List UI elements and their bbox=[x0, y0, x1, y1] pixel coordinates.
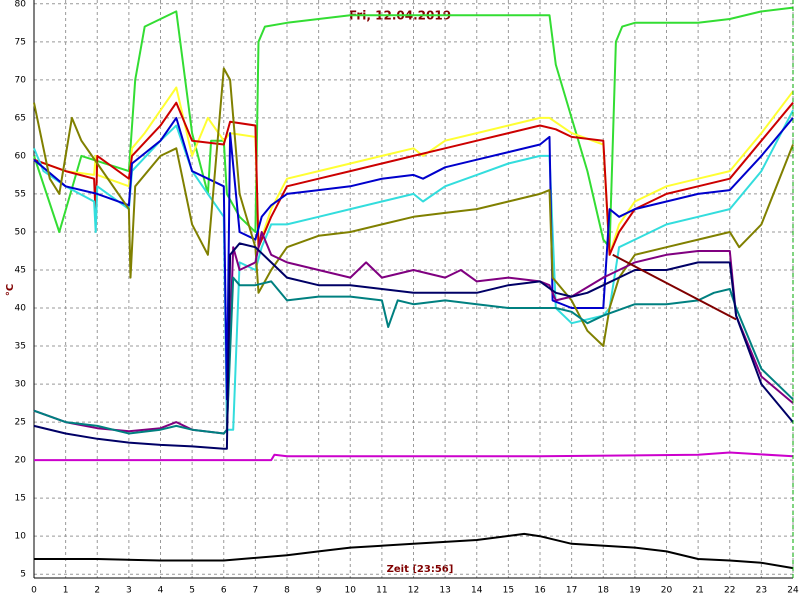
x-tick-label: 16 bbox=[534, 586, 546, 596]
y-tick-label: 55 bbox=[15, 189, 26, 199]
data-line bbox=[34, 451, 794, 462]
x-tick-label: 8 bbox=[284, 586, 290, 596]
data-line bbox=[612, 253, 737, 321]
y-tick-label: 15 bbox=[15, 494, 26, 504]
x-tick-label: 13 bbox=[439, 586, 450, 596]
y-tick-label: 75 bbox=[15, 37, 26, 47]
x-tick-label: 14 bbox=[471, 586, 483, 596]
y-tick-label: 80 bbox=[15, 0, 27, 9]
x-tick-label: 21 bbox=[692, 586, 703, 596]
x-tick-label: 20 bbox=[661, 586, 673, 596]
y-tick-label: 65 bbox=[15, 113, 26, 123]
x-tick-label: 18 bbox=[598, 586, 610, 596]
data-line bbox=[33, 116, 794, 401]
data-line bbox=[33, 67, 794, 347]
x-axis-title: Zeit [23:56] bbox=[387, 564, 454, 575]
y-tick-label: 60 bbox=[15, 151, 27, 161]
y-tick-label: 10 bbox=[15, 532, 27, 542]
x-tick-label: 11 bbox=[376, 586, 387, 596]
x-tick-label: 12 bbox=[408, 586, 419, 596]
x-tick-label: 2 bbox=[94, 586, 100, 596]
x-tick-label: 3 bbox=[126, 586, 132, 596]
x-tick-label: 22 bbox=[724, 586, 735, 596]
y-tick-label: 20 bbox=[15, 456, 27, 466]
x-tick-label: 6 bbox=[221, 586, 227, 596]
x-tick-label: 0 bbox=[31, 586, 37, 596]
data-line bbox=[33, 242, 794, 450]
x-tick-label: 15 bbox=[503, 586, 514, 596]
x-tick-label: 17 bbox=[566, 586, 577, 596]
y-tick-label: 25 bbox=[15, 418, 26, 428]
data-line bbox=[33, 6, 794, 249]
x-tick-label: 19 bbox=[629, 586, 641, 596]
y-tick-label: 40 bbox=[15, 304, 27, 314]
data-line bbox=[33, 86, 794, 256]
data-line bbox=[33, 101, 794, 256]
y-tick-label: 30 bbox=[15, 380, 27, 390]
x-tick-label: 23 bbox=[756, 586, 767, 596]
x-tick-label: 1 bbox=[63, 586, 69, 596]
x-tick-label: 9 bbox=[316, 586, 322, 596]
data-line bbox=[33, 276, 794, 435]
x-tick-label: 7 bbox=[253, 586, 259, 596]
data-line bbox=[34, 532, 794, 570]
x-tick-label: 10 bbox=[345, 586, 357, 596]
x-tick-label: 4 bbox=[158, 586, 164, 596]
y-tick-label: 70 bbox=[15, 75, 27, 85]
y-tick-label: 45 bbox=[15, 265, 26, 275]
x-tick-label: 24 bbox=[787, 586, 799, 596]
y-axis-title: °C bbox=[5, 284, 16, 296]
y-tick-label: 50 bbox=[15, 227, 27, 237]
y-tick-label: 35 bbox=[15, 342, 26, 352]
x-tick-label: 5 bbox=[189, 586, 195, 596]
y-tick-label: 5 bbox=[20, 570, 26, 580]
